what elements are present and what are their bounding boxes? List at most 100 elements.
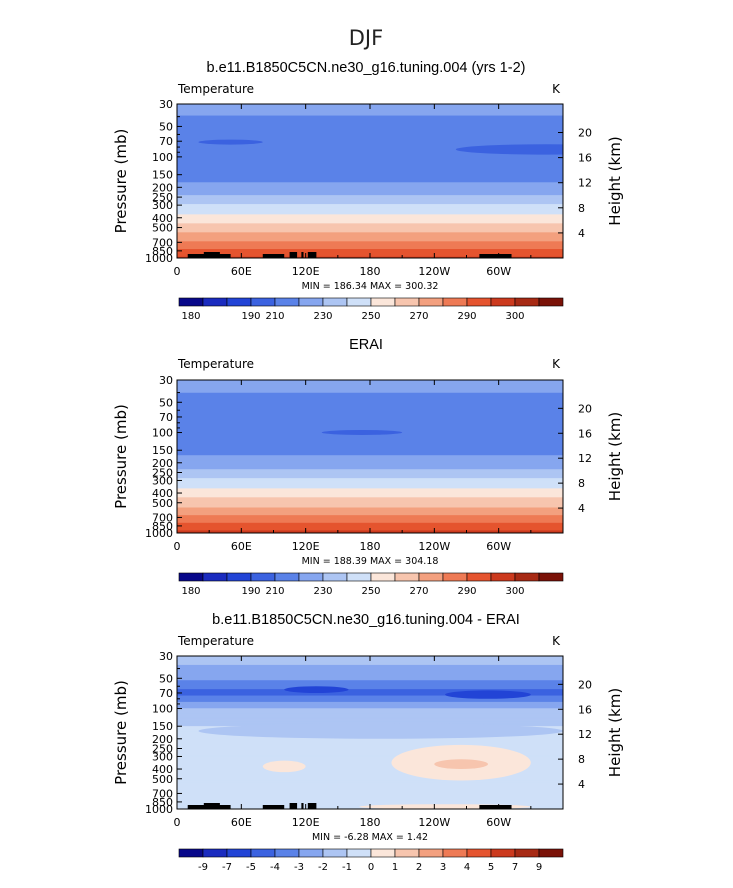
contour-band — [177, 133, 563, 136]
contour-band — [177, 476, 563, 479]
contour-band — [177, 494, 563, 497]
colorbar-swatch — [442, 297, 468, 307]
contour-band — [177, 452, 563, 455]
contour-band — [177, 469, 563, 472]
panel-title: ERAI — [349, 337, 383, 353]
contour-band — [177, 397, 563, 400]
contour-band — [177, 686, 563, 689]
contour-band — [177, 766, 563, 769]
contour-band — [177, 174, 563, 177]
contour-band — [177, 236, 563, 239]
contour-band — [177, 222, 563, 224]
contour-band — [177, 483, 563, 486]
contour-band — [177, 501, 563, 503]
contour-band — [177, 801, 563, 804]
colorbar-label: -5 — [246, 862, 256, 873]
contour-band — [177, 191, 563, 194]
contour-band — [177, 453, 563, 456]
x-tick-label: 120W — [418, 816, 450, 829]
colorbar-label: 9 — [536, 862, 542, 873]
contour-band — [177, 709, 563, 712]
contour-band — [177, 763, 563, 765]
colorbar-label: 3 — [440, 862, 446, 873]
variable-label: Temperature — [177, 634, 254, 648]
contour-band — [177, 242, 563, 245]
contour-band — [177, 525, 563, 528]
contour-band — [177, 451, 563, 454]
contour-band — [177, 137, 563, 140]
min-max-stats: MIN = 188.39 MAX = 304.18 — [302, 556, 439, 567]
contour-band — [177, 511, 563, 514]
contour-band — [177, 522, 563, 525]
contour-band — [177, 662, 563, 665]
contour-band — [177, 251, 563, 254]
y-tick-label: 250 — [152, 191, 173, 204]
contour-band — [177, 784, 563, 787]
y-tick-label: 200 — [152, 733, 173, 746]
contour-band — [177, 396, 563, 399]
contour-band — [177, 114, 563, 117]
contour-band — [177, 186, 563, 189]
y2-tick-label: 4 — [578, 778, 585, 791]
colorbar-swatch — [370, 848, 396, 858]
contour-band — [177, 506, 563, 509]
contour-band — [177, 462, 563, 465]
colorbar-swatch — [538, 297, 564, 307]
x-tick-label: 60W — [486, 816, 511, 829]
contour-band — [177, 747, 563, 750]
contour-band — [177, 782, 563, 785]
panel-difference: b.e11.B1850C5CN.ne30_g16.tuning.004 - ER… — [112, 612, 624, 873]
contour-band — [177, 779, 563, 782]
y2-axis-label: Height (km) — [606, 136, 624, 225]
contour-band — [177, 152, 563, 155]
colorbar-label: 210 — [265, 311, 284, 322]
contour-band — [177, 705, 563, 708]
colorbar-swatch — [490, 572, 516, 582]
colorbar-label: 5 — [488, 862, 494, 873]
colorbar-swatch — [538, 848, 564, 858]
contour-band — [177, 699, 563, 702]
contour-band — [177, 408, 563, 410]
contour-band — [177, 160, 563, 163]
contour-band — [177, 750, 563, 753]
contour-band — [177, 760, 563, 763]
contour-feature — [434, 759, 488, 770]
colorbar-label: 270 — [409, 311, 428, 322]
x-tick-label: 0 — [174, 816, 181, 829]
contour-band — [177, 707, 563, 709]
panel-title: b.e11.B1850C5CN.ne30_g16.tuning.004 (yrs… — [207, 60, 526, 76]
contour-band — [177, 134, 563, 137]
contour-feature — [198, 723, 563, 739]
contour-band — [177, 480, 563, 483]
contour-band — [177, 229, 563, 232]
x-tick-label: 120W — [418, 540, 450, 553]
contour-feature — [455, 144, 563, 155]
contour-band — [177, 165, 563, 168]
y-tick-label: 30 — [159, 650, 173, 663]
y-tick-label: 50 — [159, 396, 173, 409]
y2-tick-label: 4 — [578, 227, 585, 240]
colorbar-label: 250 — [361, 586, 380, 597]
contour-band — [177, 168, 563, 171]
contour-band — [177, 395, 563, 398]
colorbar-swatch — [178, 297, 204, 307]
contour-band — [177, 499, 563, 502]
contour-band — [177, 798, 563, 801]
y-axis-label: Pressure (mb) — [112, 404, 130, 509]
contour-band — [177, 413, 563, 416]
contour-band — [177, 786, 563, 788]
contour-band — [177, 492, 563, 495]
contour-band — [177, 215, 563, 218]
contour-band — [177, 513, 563, 516]
y2-tick-label: 16 — [578, 703, 592, 716]
y-tick-label: 250 — [152, 743, 173, 756]
contour-band — [177, 695, 563, 698]
contour-band — [177, 783, 563, 786]
contour-feature — [284, 686, 349, 693]
contour-band — [177, 202, 563, 205]
contour-band — [177, 394, 563, 396]
contour-band — [177, 717, 563, 720]
contour-band — [177, 517, 563, 520]
contour-band — [177, 703, 563, 706]
